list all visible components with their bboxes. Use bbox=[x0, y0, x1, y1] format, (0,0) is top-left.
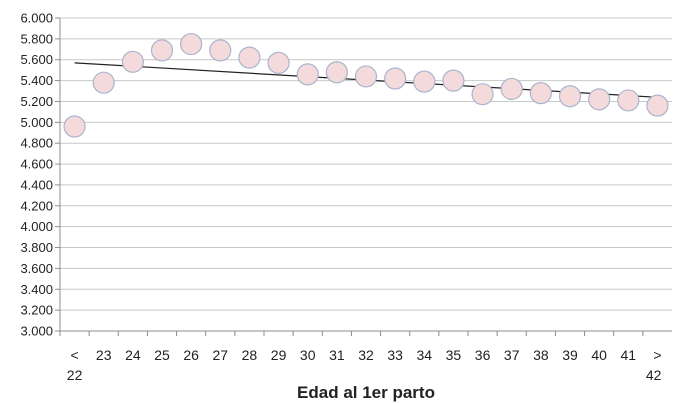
x-tick-label: 26 bbox=[183, 347, 199, 363]
data-point bbox=[646, 94, 669, 117]
x-tick-label: 41 bbox=[620, 347, 636, 363]
y-tick-label: 4.000 bbox=[20, 219, 53, 234]
y-tick-label: 3.200 bbox=[20, 303, 53, 318]
x-tick-label: 37 bbox=[504, 347, 520, 363]
x-tick-labels: <22 23 24 25 26 27 28 29 30 31 32 33 34 35 36 37 38 39 40 4… bbox=[67, 347, 662, 383]
x-tick-label: 25 bbox=[154, 347, 170, 363]
y-tick-label: 3.400 bbox=[20, 282, 53, 297]
data-point bbox=[558, 85, 582, 108]
x-tick-label: 32 bbox=[358, 347, 374, 363]
data-point bbox=[238, 46, 261, 69]
x-tick-label: 34 bbox=[416, 347, 432, 363]
x-tick-label: 39 bbox=[562, 347, 578, 363]
y-tick-label: 4.400 bbox=[20, 177, 53, 192]
x-tick-label: 33 bbox=[387, 347, 403, 363]
y-tick-label: 5.200 bbox=[20, 94, 53, 109]
x-tick-label-line2: 42 bbox=[646, 367, 662, 383]
data-point bbox=[63, 115, 86, 138]
data-point bbox=[92, 71, 115, 94]
data-point bbox=[617, 89, 640, 112]
y-tick-label: 6.000 bbox=[20, 11, 53, 26]
data-point bbox=[354, 65, 378, 88]
x-tick-label: 27 bbox=[212, 347, 228, 363]
data-point bbox=[150, 39, 174, 62]
x-tick-label: 29 bbox=[271, 347, 287, 363]
y-tick-label: 3.600 bbox=[20, 261, 53, 276]
data-points bbox=[63, 32, 669, 138]
x-tick-label: 23 bbox=[96, 347, 112, 363]
y-tick-label: 4.800 bbox=[20, 136, 53, 151]
data-point bbox=[588, 88, 611, 111]
x-tick-label: 30 bbox=[300, 347, 316, 363]
data-point bbox=[209, 39, 232, 62]
y-tick-label: 4.600 bbox=[20, 157, 53, 172]
x-tick-label: 24 bbox=[125, 347, 141, 363]
data-point bbox=[121, 50, 144, 73]
data-point bbox=[180, 32, 203, 56]
y-tick-label: 3.800 bbox=[20, 240, 53, 255]
y-tick-label: 4.200 bbox=[20, 198, 53, 213]
data-point bbox=[442, 69, 465, 92]
x-tick-label: 38 bbox=[533, 347, 549, 363]
data-point bbox=[471, 83, 494, 106]
x-tick-label: 31 bbox=[329, 347, 345, 363]
x-tick-label: 36 bbox=[475, 347, 491, 363]
x-tick-label: < bbox=[70, 347, 78, 363]
x-axis-label: Edad al 1er parto bbox=[297, 383, 435, 402]
y-tick-label: 5.400 bbox=[20, 73, 53, 88]
y-tick-label: 5.000 bbox=[20, 115, 53, 130]
x-tick-label: 28 bbox=[242, 347, 258, 363]
y-tick-label: 5.600 bbox=[20, 52, 53, 67]
y-tick-label: 5.800 bbox=[20, 31, 53, 46]
data-point bbox=[325, 61, 348, 84]
data-point bbox=[529, 82, 552, 105]
x-tick-label: 35 bbox=[446, 347, 462, 363]
x-tick-label: 40 bbox=[591, 347, 607, 363]
data-point bbox=[267, 51, 290, 74]
x-tick-label-line2: 22 bbox=[67, 367, 83, 383]
y-tick-label: 3.000 bbox=[20, 324, 53, 339]
x-tick-label: > bbox=[653, 347, 661, 363]
y-tick-labels: 3.000 3.200 3.400 3.600 3.800 4.000 4.200 4.400… bbox=[20, 11, 53, 339]
data-point bbox=[384, 67, 407, 90]
data-point bbox=[296, 63, 319, 86]
data-point bbox=[413, 70, 436, 93]
data-point bbox=[500, 77, 523, 101]
